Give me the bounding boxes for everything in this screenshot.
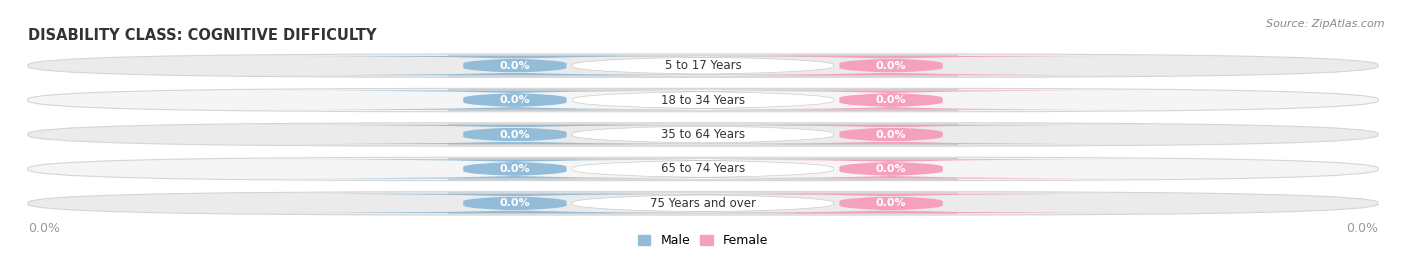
Legend: Male, Female: Male, Female: [633, 229, 773, 252]
FancyBboxPatch shape: [640, 56, 1143, 75]
Text: 0.0%: 0.0%: [876, 95, 907, 105]
Text: 0.0%: 0.0%: [28, 222, 60, 235]
FancyBboxPatch shape: [263, 125, 766, 144]
FancyBboxPatch shape: [263, 90, 766, 110]
FancyBboxPatch shape: [28, 123, 1378, 146]
FancyBboxPatch shape: [449, 55, 957, 76]
FancyBboxPatch shape: [28, 192, 1378, 215]
Text: 0.0%: 0.0%: [499, 164, 530, 174]
FancyBboxPatch shape: [640, 125, 1143, 144]
FancyBboxPatch shape: [449, 193, 957, 214]
FancyBboxPatch shape: [449, 124, 957, 145]
Text: 35 to 64 Years: 35 to 64 Years: [661, 128, 745, 141]
FancyBboxPatch shape: [449, 90, 957, 110]
Text: 0.0%: 0.0%: [499, 61, 530, 71]
FancyBboxPatch shape: [28, 157, 1378, 181]
FancyBboxPatch shape: [640, 194, 1143, 213]
Text: 75 Years and over: 75 Years and over: [650, 197, 756, 210]
FancyBboxPatch shape: [263, 194, 766, 213]
Text: 0.0%: 0.0%: [876, 129, 907, 140]
FancyBboxPatch shape: [640, 159, 1143, 179]
FancyBboxPatch shape: [28, 88, 1378, 112]
Text: 18 to 34 Years: 18 to 34 Years: [661, 94, 745, 107]
Text: 0.0%: 0.0%: [499, 129, 530, 140]
FancyBboxPatch shape: [263, 159, 766, 179]
Text: Source: ZipAtlas.com: Source: ZipAtlas.com: [1267, 19, 1385, 29]
Text: 0.0%: 0.0%: [876, 164, 907, 174]
Text: 0.0%: 0.0%: [499, 95, 530, 105]
Text: DISABILITY CLASS: COGNITIVE DIFFICULTY: DISABILITY CLASS: COGNITIVE DIFFICULTY: [28, 28, 377, 43]
FancyBboxPatch shape: [263, 56, 766, 75]
Text: 0.0%: 0.0%: [499, 198, 530, 208]
Text: 5 to 17 Years: 5 to 17 Years: [665, 59, 741, 72]
Text: 0.0%: 0.0%: [1346, 222, 1378, 235]
Text: 0.0%: 0.0%: [876, 198, 907, 208]
FancyBboxPatch shape: [28, 54, 1378, 77]
Text: 0.0%: 0.0%: [876, 61, 907, 71]
FancyBboxPatch shape: [640, 90, 1143, 110]
FancyBboxPatch shape: [449, 159, 957, 179]
Text: 65 to 74 Years: 65 to 74 Years: [661, 162, 745, 175]
